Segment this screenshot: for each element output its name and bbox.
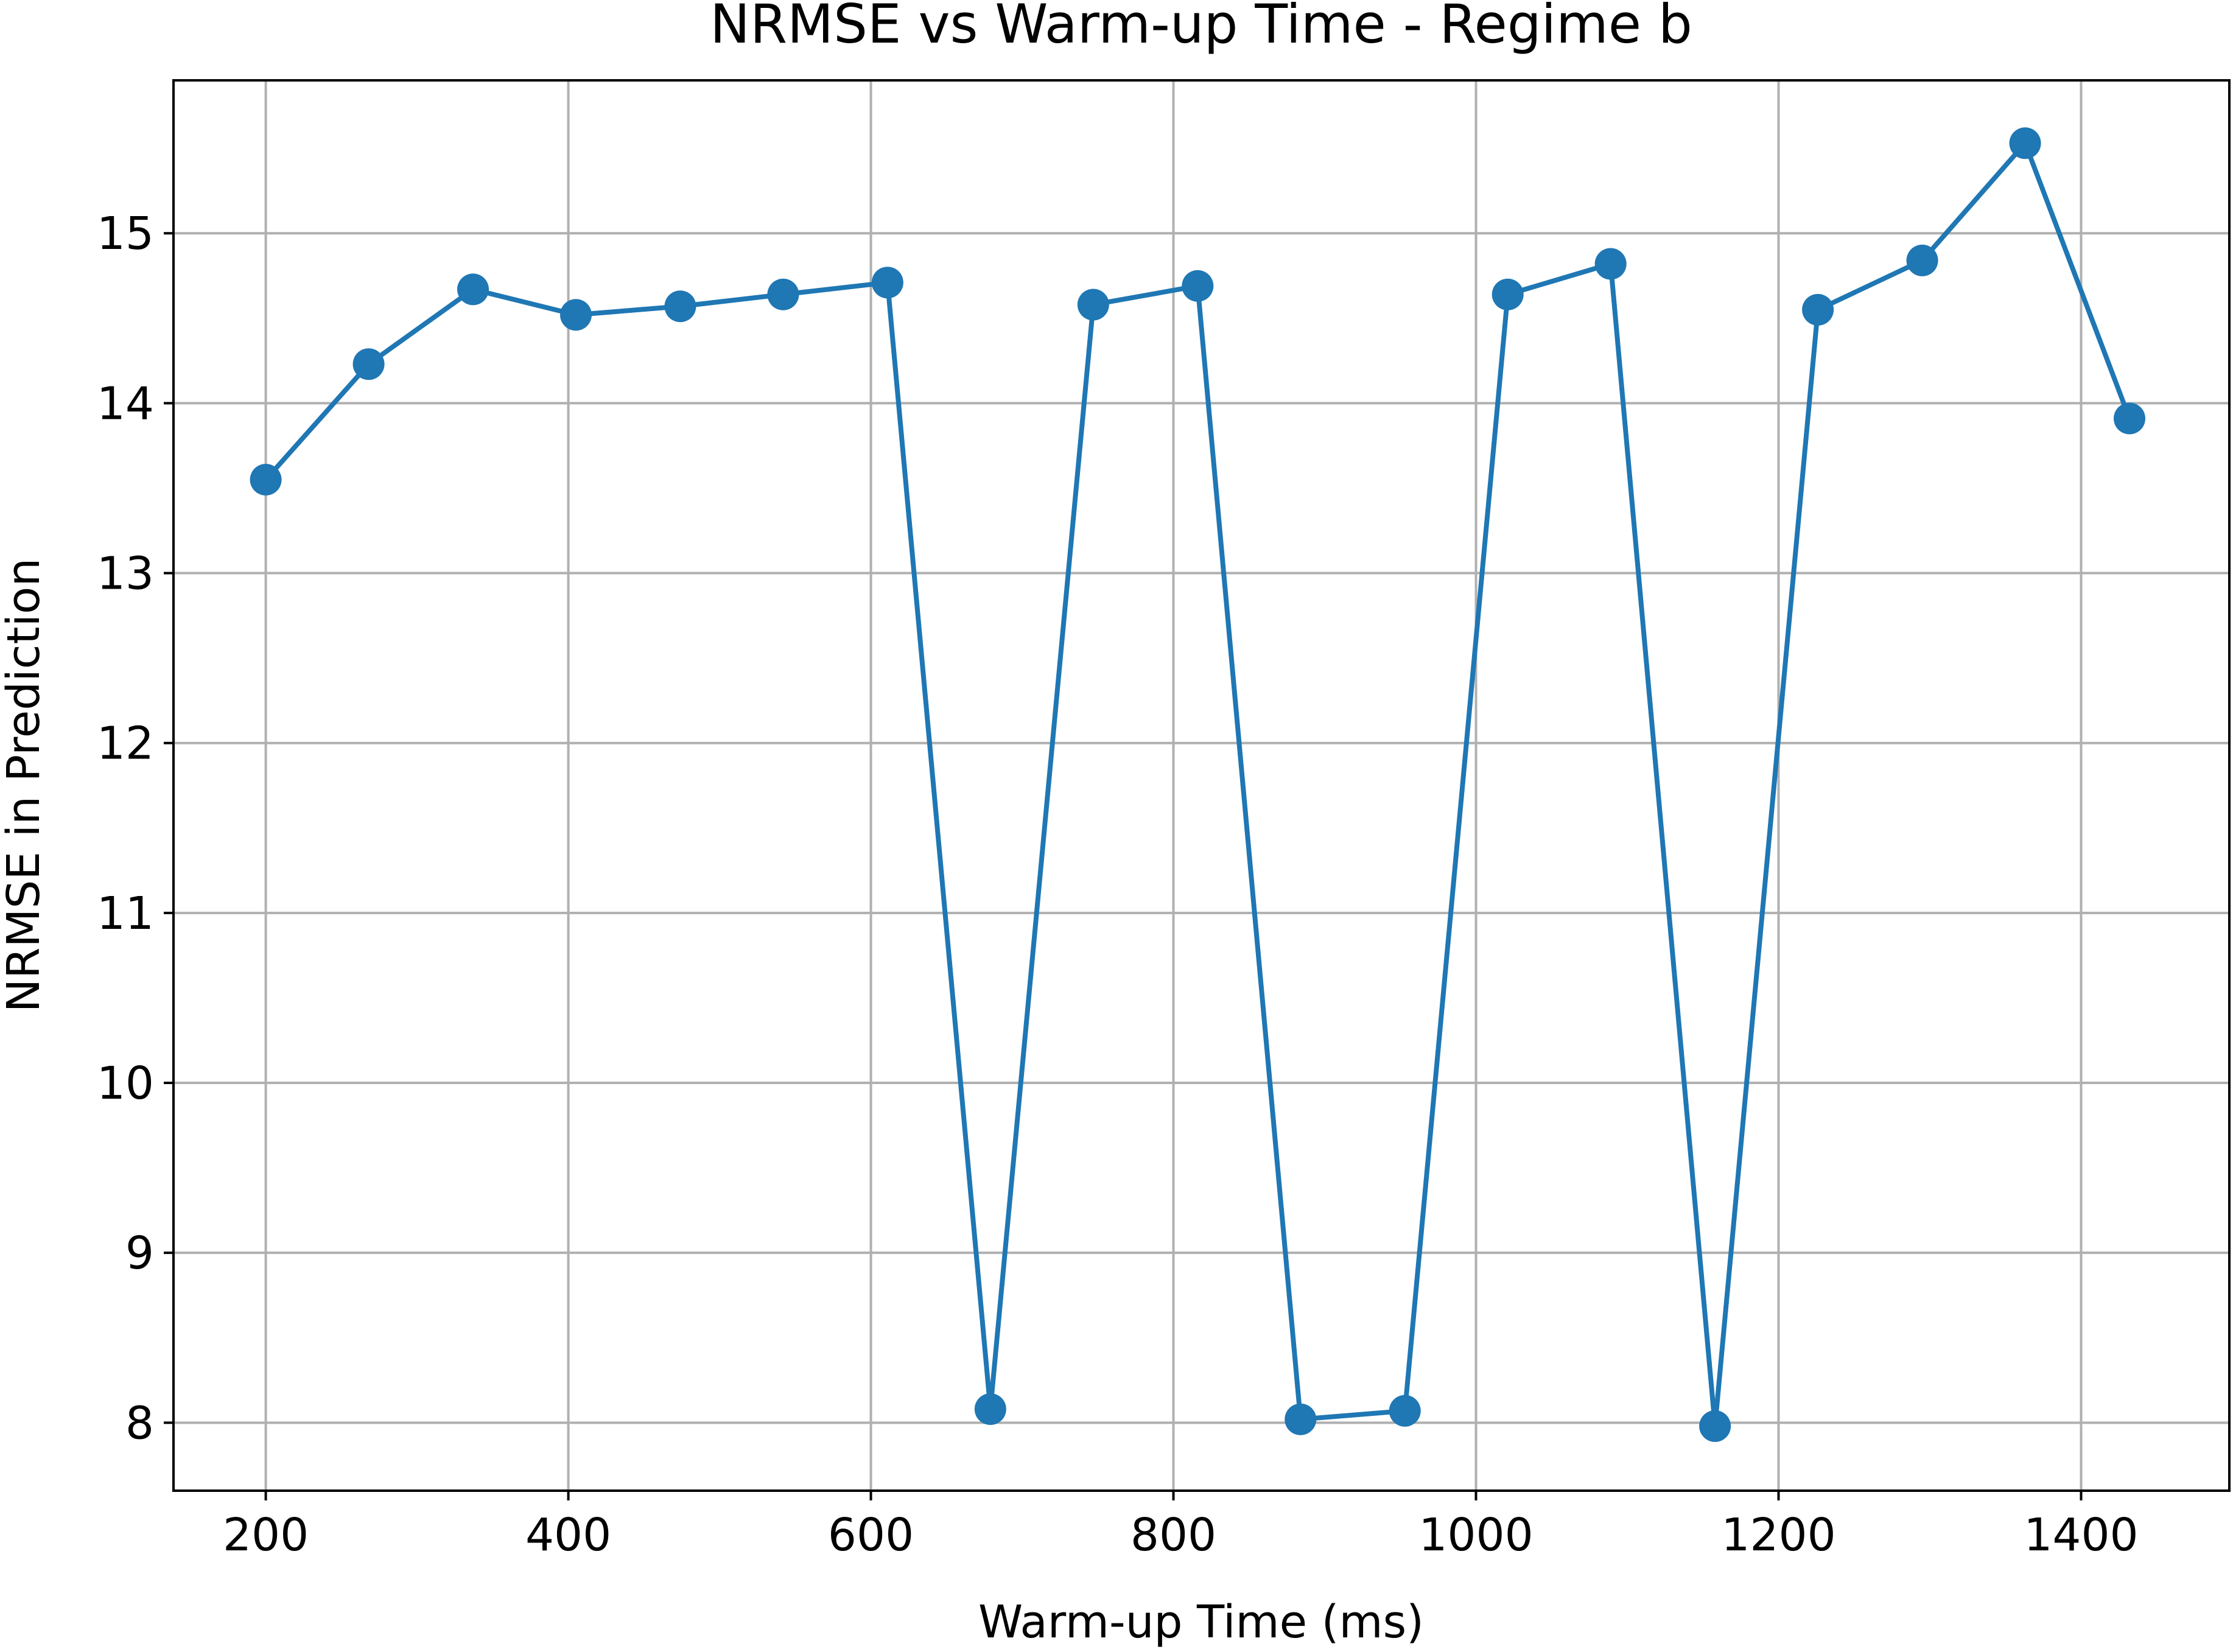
x-tick-label: 200	[223, 1509, 309, 1561]
data-point	[2113, 402, 2145, 435]
data-point	[767, 278, 799, 310]
x-tick-label: 1200	[1721, 1509, 1835, 1561]
x-tick-label: 600	[828, 1509, 914, 1561]
y-tick-label: 14	[97, 377, 154, 430]
y-tick-label: 13	[97, 548, 154, 600]
y-tick-label: 10	[97, 1057, 154, 1110]
data-point	[974, 1393, 1006, 1426]
y-tick-label: 8	[125, 1397, 154, 1449]
data-point	[871, 267, 903, 299]
data-point	[1389, 1395, 1421, 1427]
x-tick-label: 400	[525, 1509, 611, 1561]
series-layer	[250, 127, 2145, 1442]
data-point	[1699, 1410, 1731, 1442]
y-tick-label: 11	[97, 887, 154, 940]
data-point	[1802, 293, 1834, 326]
data-point	[559, 299, 592, 331]
data-point	[457, 273, 489, 306]
axis-ticks: 200 400 600 800 1000 1200 1400 8 9 10 11 12 13 14 15	[97, 208, 2139, 1561]
y-tick-label: 15	[97, 208, 154, 260]
data-point	[1906, 244, 1938, 276]
data-point	[352, 348, 385, 380]
data-point	[664, 290, 696, 323]
x-axis-label: Warm-up Time (ms)	[978, 1596, 1424, 1648]
chart-title: NRMSE vs Warm-up Time - Regime b	[710, 0, 1692, 55]
grid-lines	[174, 80, 2229, 1491]
x-tick-label: 1400	[2024, 1509, 2138, 1561]
data-point	[1077, 289, 1109, 321]
plot-area-frame	[172, 79, 2231, 1492]
data-point	[1285, 1403, 1317, 1435]
data-point	[2009, 127, 2041, 159]
data-point	[1182, 270, 1214, 302]
x-tick-label: 800	[1131, 1509, 1216, 1561]
y-tick-label: 9	[125, 1227, 154, 1279]
y-axis-label: NRMSE in Prediction	[0, 558, 50, 1012]
x-tick-label: 1000	[1418, 1509, 1533, 1561]
data-point	[1492, 278, 1524, 310]
y-tick-label: 12	[97, 718, 154, 770]
data-point	[1594, 248, 1627, 280]
data-point	[250, 464, 282, 496]
